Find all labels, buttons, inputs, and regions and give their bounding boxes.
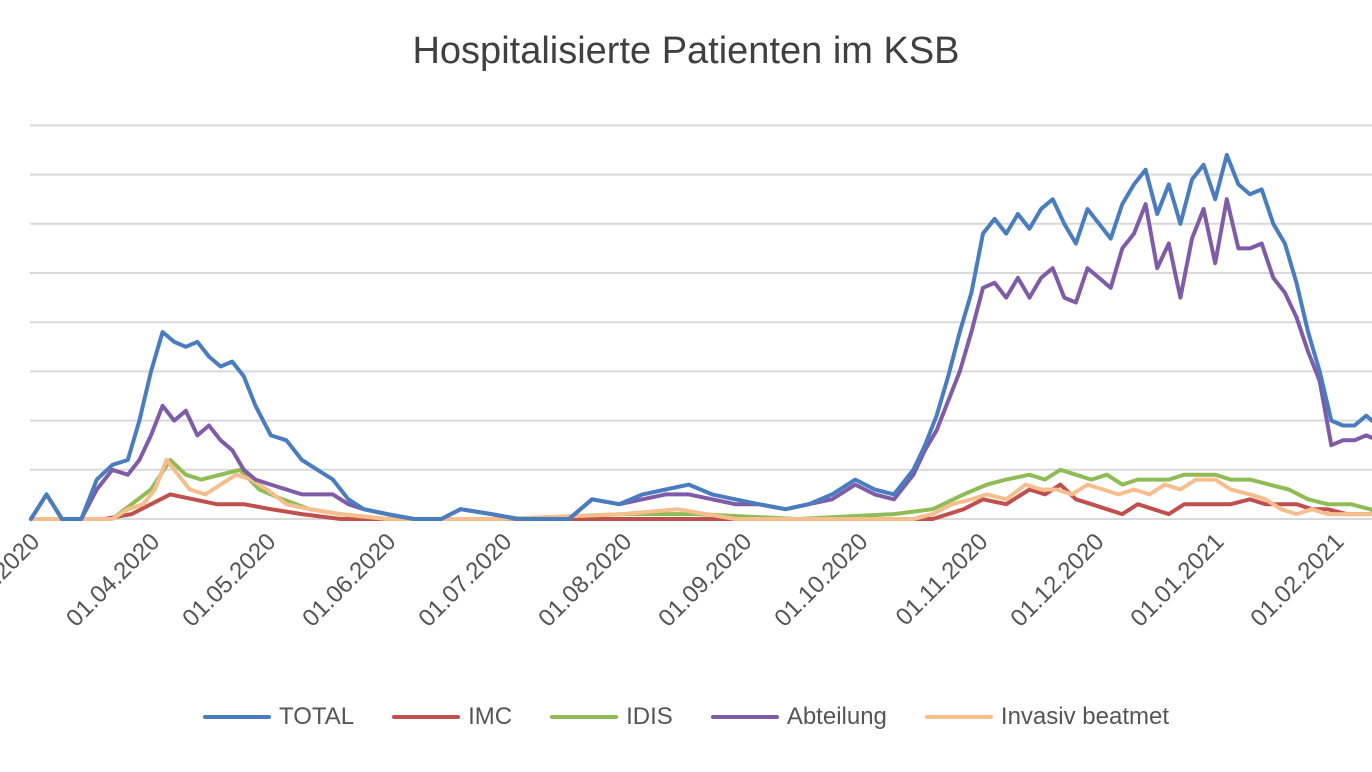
legend-item: IMC [392,703,512,731]
legend: TOTAL IMC IDIS Abteilung Invasiv beatmet [0,703,1372,731]
chart-title: Hospitalisierte Patienten im KSB [412,30,960,72]
legend-swatch [710,715,779,719]
x-tick-label: 01.08.2020 [533,528,637,632]
legend-item: TOTAL [203,703,354,731]
legend-label: IMC [468,703,513,730]
x-tick-label: 01.02.2021 [1245,528,1349,632]
series-lines [29,152,1372,521]
series-line-abteilung [29,197,1372,521]
x-tick-label: 01.12.2020 [1005,528,1109,632]
legend-label: Abteilung [786,703,887,730]
x-tick-label: 01.03.2020 [0,528,45,632]
legend-item: IDIS [550,703,673,731]
series-line-idis [29,458,1372,521]
legend-item: Invasiv beatmet [924,703,1169,731]
x-tick-label: 01.04.2020 [61,528,165,632]
x-tick-label: 01.01.2021 [1125,528,1229,632]
legend-item: Abteilung [710,703,887,731]
x-tick-label: 01.11.2020 [891,528,994,631]
series-line-invasiv-beatmet [29,458,1372,521]
legend-label: IDIS [626,703,673,730]
x-tick-label: 01.07.2020 [413,528,517,632]
legend-swatch [392,715,461,719]
x-tick-label: 01.09.2020 [653,528,757,632]
x-tick-label: 01.05.2020 [177,528,281,632]
legend-label: Invasiv beatmet [1000,703,1169,730]
legend-swatch [924,715,993,719]
x-axis-ticks: 01.03.2020 01.04.2020 01.05.2020 01.06.2020… [0,528,1349,632]
x-tick-label: 01.10.2020 [769,528,873,632]
legend-label: TOTAL [279,703,355,730]
legend-swatch [203,715,271,719]
series-line-imc [29,482,1372,521]
series-line-total [29,152,1372,521]
x-tick-label: 01.06.2020 [297,528,401,632]
legend-swatch [550,715,619,719]
plot-area: 01.03.2020 01.04.2020 01.05.2020 01.06.2020… [0,124,1372,632]
